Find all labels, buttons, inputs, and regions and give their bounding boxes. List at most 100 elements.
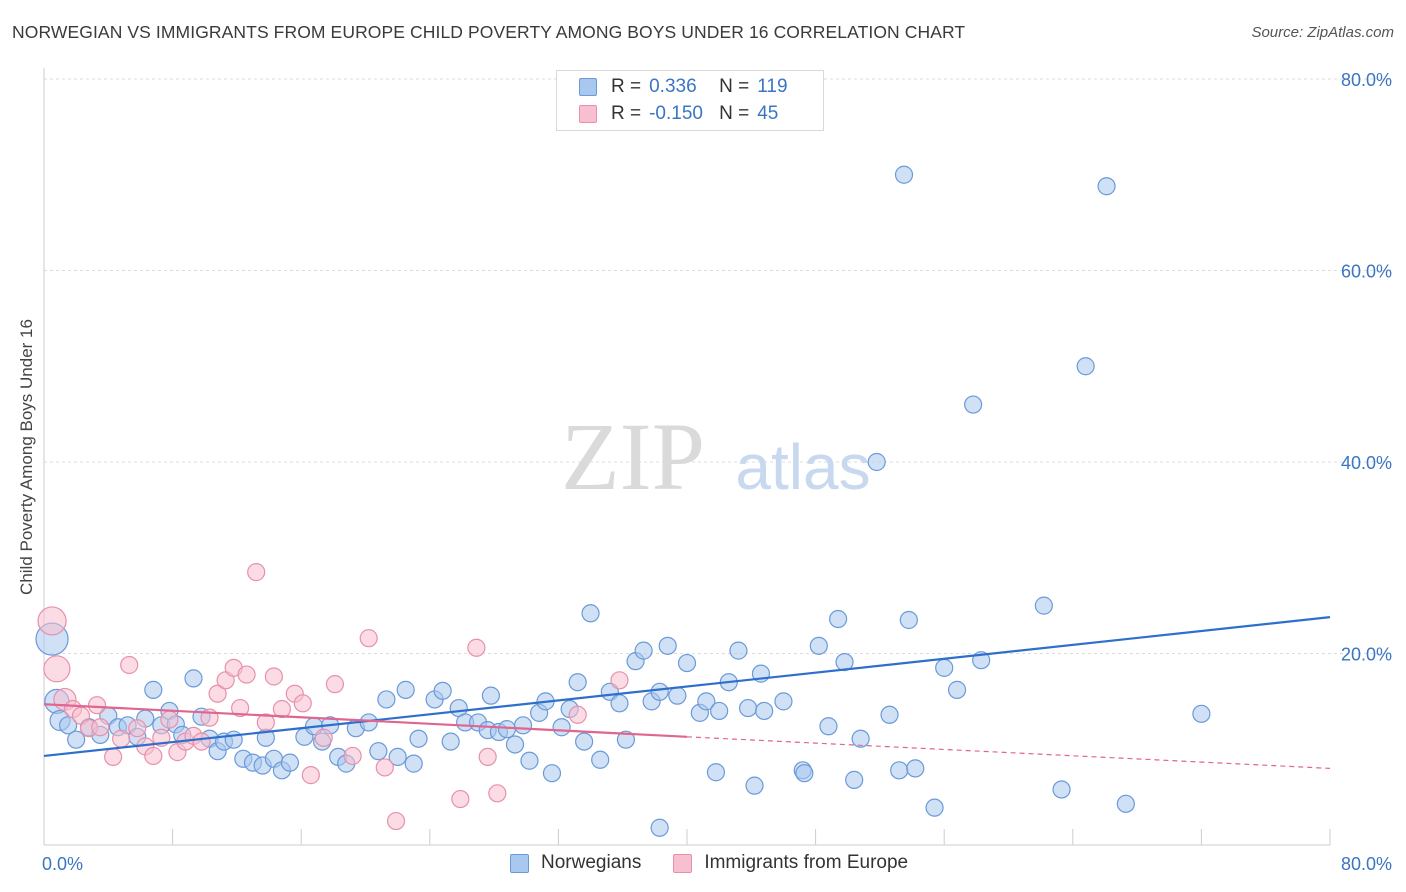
norwegians-point-107 bbox=[1052, 780, 1071, 799]
immigrants-point-28 bbox=[264, 667, 283, 686]
immigrants-point-7 bbox=[91, 718, 110, 737]
stats-legend: R = 0.336 N = 119 R = -0.150 N = 45 bbox=[556, 70, 824, 131]
legend-item-norwegians[interactable]: Norwegians bbox=[510, 852, 641, 874]
trend-lines bbox=[43, 616, 1331, 769]
y-tick-label-2: 60.0% bbox=[1341, 262, 1392, 282]
norwegians-point-77 bbox=[697, 692, 716, 711]
immigrants-swatch bbox=[579, 105, 597, 123]
norwegians-point-90 bbox=[819, 717, 838, 736]
immigrants-point-37 bbox=[375, 758, 394, 777]
norwegians-point-111 bbox=[1192, 704, 1211, 723]
norwegians-trend-line bbox=[43, 616, 1331, 758]
n-value: 45 bbox=[757, 103, 779, 124]
norwegians-point-106 bbox=[1034, 596, 1053, 615]
norwegians-point-83 bbox=[745, 776, 764, 795]
norwegians-point-93 bbox=[845, 770, 864, 789]
norwegians-point-3 bbox=[59, 716, 78, 735]
n-value: 119 bbox=[757, 76, 788, 97]
immigrants-point-25 bbox=[237, 665, 256, 684]
norwegians-point-39 bbox=[377, 690, 396, 709]
norwegians-point-70 bbox=[634, 641, 653, 660]
immigrants-point-41 bbox=[478, 747, 497, 767]
axes bbox=[43, 68, 1331, 846]
legend-row-immigrants: R = -0.150 N = 45 bbox=[579, 102, 778, 126]
immigrants-point-11 bbox=[128, 719, 147, 738]
y-tick-label-1: 40.0% bbox=[1341, 453, 1392, 473]
norwegians-point-22 bbox=[224, 730, 243, 749]
immigrants-point-26 bbox=[247, 563, 266, 582]
norwegians-point-85 bbox=[755, 701, 774, 721]
norwegians-point-110 bbox=[1116, 794, 1135, 813]
norwegians-point-75 bbox=[677, 653, 697, 673]
norwegians-point-63 bbox=[575, 732, 594, 751]
norwegians-point-12 bbox=[144, 680, 163, 699]
norwegians-point-43 bbox=[409, 729, 428, 748]
norwegians-point-102 bbox=[935, 658, 954, 677]
norwegians-point-103 bbox=[947, 680, 967, 699]
legend-item-immigrants[interactable]: Immigrants from Europe bbox=[673, 852, 908, 874]
norwegians-point-64 bbox=[581, 604, 600, 623]
norwegians-point-96 bbox=[880, 705, 899, 724]
watermark-atlas: atlas bbox=[735, 431, 870, 503]
immigrants-point-35 bbox=[343, 746, 362, 766]
norwegians-point-73 bbox=[658, 636, 677, 655]
norwegians-point-67 bbox=[610, 694, 629, 713]
norwegians-point-97 bbox=[890, 761, 909, 780]
immigrants-point-44 bbox=[610, 671, 629, 690]
immigrants-point-1 bbox=[43, 655, 71, 683]
immigrants-trend-line bbox=[43, 703, 688, 738]
norwegians-point-108 bbox=[1076, 357, 1095, 376]
norwegians-point-40 bbox=[388, 747, 407, 767]
norwegians-point-104 bbox=[964, 395, 983, 414]
x-tick-label-1: 80.0% bbox=[1341, 854, 1392, 874]
immigrants-point-33 bbox=[314, 728, 333, 747]
norwegians-point-109 bbox=[1097, 177, 1116, 196]
immigrants-point-40 bbox=[467, 638, 486, 657]
norwegians-point-65 bbox=[591, 750, 610, 769]
r-value: -0.150 bbox=[649, 103, 703, 124]
immigrants-point-39 bbox=[451, 789, 470, 809]
immigrants-point-34 bbox=[325, 675, 345, 694]
norwegians-point-51 bbox=[481, 686, 500, 705]
norwegians-point-68 bbox=[616, 730, 636, 749]
norwegians-point-89 bbox=[809, 636, 828, 655]
norwegians-point-4 bbox=[67, 730, 86, 749]
norwegians-point-74 bbox=[668, 686, 687, 705]
immigrants-legend-label: Immigrants from Europe bbox=[704, 852, 909, 873]
immigrants-point-36 bbox=[359, 629, 378, 648]
chart-title: NORWEGIAN VS IMMIGRANTS FROM EUROPE CHIL… bbox=[12, 22, 966, 42]
tick-labels: 20.0% 40.0% 60.0% 80.0% 0.0% 80.0% bbox=[42, 70, 1392, 874]
immigrants-point-10 bbox=[120, 655, 139, 675]
source-credit: Source: ZipAtlas.com bbox=[1251, 24, 1394, 41]
immigrants-point-38 bbox=[386, 811, 406, 831]
norwegians-point-54 bbox=[505, 735, 525, 754]
immigrants-point-15 bbox=[160, 710, 179, 729]
immigrants-point-0 bbox=[37, 606, 67, 636]
immigrants-trend-extension bbox=[686, 736, 1331, 769]
n-label: N = bbox=[719, 76, 750, 97]
norwegians-point-98 bbox=[894, 165, 914, 184]
x-tick-label-0: 0.0% bbox=[42, 854, 83, 874]
immigrants-legend-swatch bbox=[673, 853, 693, 873]
norwegians-point-60 bbox=[552, 718, 571, 737]
norwegians-point-101 bbox=[925, 798, 944, 817]
norwegians-point-82 bbox=[738, 698, 758, 718]
norwegians-point-95 bbox=[867, 452, 886, 472]
norwegians-legend-swatch bbox=[510, 853, 529, 873]
y-tick-label-3: 80.0% bbox=[1341, 70, 1392, 90]
r-label: R = bbox=[611, 103, 642, 124]
immigrants-point-19 bbox=[192, 732, 211, 751]
immigrants-point-31 bbox=[293, 694, 312, 713]
immigrants-point-8 bbox=[104, 747, 123, 767]
norwegians-point-81 bbox=[729, 641, 748, 660]
immigrants-point-9 bbox=[112, 729, 131, 748]
y-tick-label-0: 20.0% bbox=[1341, 645, 1392, 665]
immigrants-point-43 bbox=[568, 705, 587, 724]
norwegians-point-88 bbox=[795, 764, 814, 783]
norwegians-point-55 bbox=[513, 716, 533, 735]
norwegians-point-62 bbox=[568, 673, 587, 692]
watermark-zip: ZIP bbox=[561, 403, 705, 510]
norwegians-point-79 bbox=[710, 701, 729, 721]
immigrants-point-29 bbox=[272, 699, 292, 719]
